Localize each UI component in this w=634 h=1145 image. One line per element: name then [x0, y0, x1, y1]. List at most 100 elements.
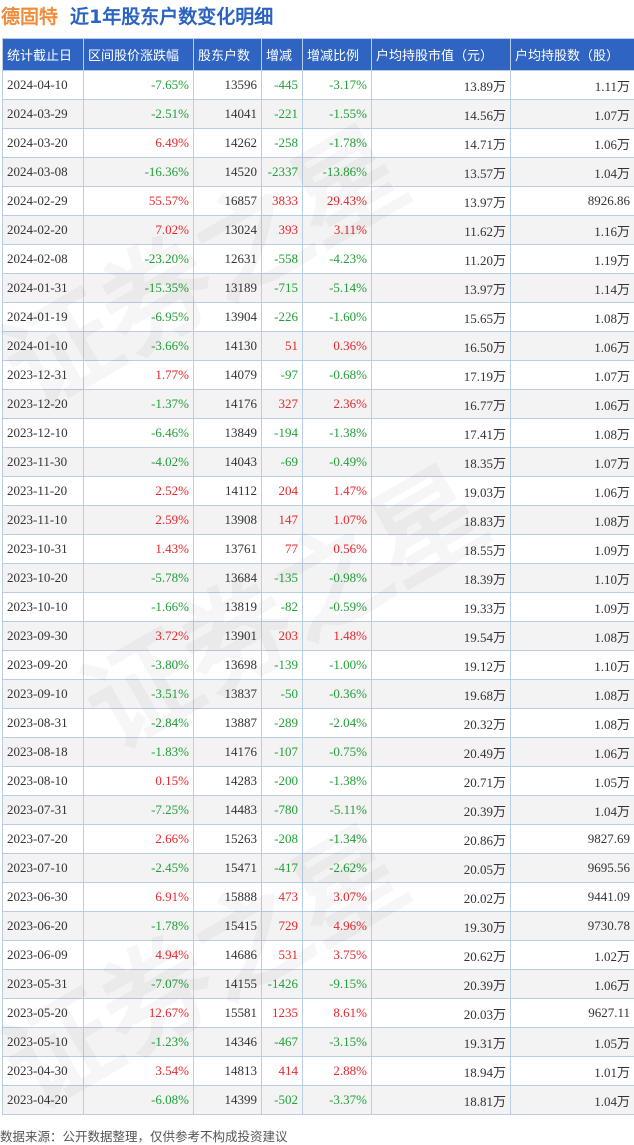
cell-avg-value: 13.97万: [372, 187, 511, 216]
cell-change: -50: [262, 680, 303, 709]
cell-price-change: -1.78%: [84, 912, 194, 941]
cell-avg-shares: 1.05万: [511, 1028, 634, 1057]
cell-holders: 15415: [194, 912, 262, 941]
cell-price-change: -3.66%: [84, 332, 194, 361]
cell-price-change: -6.95%: [84, 303, 194, 332]
cell-change-pct: 3.07%: [303, 883, 372, 912]
cell-avg-shares: 1.19万: [511, 245, 634, 274]
cell-change: -194: [262, 419, 303, 448]
cell-change-pct: 8.61%: [303, 999, 372, 1028]
cell-change-pct: -13.86%: [303, 158, 372, 187]
cell-holders: 15471: [194, 854, 262, 883]
cell-date: 2024-03-20: [3, 129, 84, 158]
cell-avg-value: 13.89万: [372, 71, 511, 100]
cell-change: -69: [262, 448, 303, 477]
cell-date: 2024-03-29: [3, 100, 84, 129]
cell-avg-value: 13.57万: [372, 158, 511, 187]
cell-change-pct: -0.68%: [303, 361, 372, 390]
cell-avg-value: 20.49万: [372, 738, 511, 767]
cell-price-change: 2.52%: [84, 477, 194, 506]
cell-change: -445: [262, 71, 303, 100]
cell-date: 2024-02-20: [3, 216, 84, 245]
cell-price-change: 1.77%: [84, 361, 194, 390]
cell-change-pct: -9.15%: [303, 970, 372, 999]
shareholder-table: 统计截止日 区间股价涨跌幅 股东户数 增减 增减比例 户均持股市值（元） 户均持…: [2, 38, 634, 1115]
cell-change: -226: [262, 303, 303, 332]
cell-avg-shares: 1.04万: [511, 1086, 634, 1115]
cell-change: -502: [262, 1086, 303, 1115]
cell-change-pct: 1.47%: [303, 477, 372, 506]
cell-change: -200: [262, 767, 303, 796]
cell-date: 2023-12-20: [3, 390, 84, 419]
cell-change: -258: [262, 129, 303, 158]
cell-avg-value: 11.62万: [372, 216, 511, 245]
cell-holders: 14283: [194, 767, 262, 796]
cell-change-pct: -0.75%: [303, 738, 372, 767]
cell-change: -97: [262, 361, 303, 390]
cell-avg-value: 19.68万: [372, 680, 511, 709]
cell-date: 2023-04-20: [3, 1086, 84, 1115]
cell-price-change: -2.45%: [84, 854, 194, 883]
cell-date: 2024-01-10: [3, 332, 84, 361]
cell-avg-shares: 1.09万: [511, 535, 634, 564]
data-source-note: 数据来源：公开数据整理，仅供参考不构成投资建议: [0, 1126, 288, 1145]
cell-change: -139: [262, 651, 303, 680]
cell-avg-value: 18.83万: [372, 506, 511, 535]
cell-change-pct: -0.49%: [303, 448, 372, 477]
cell-change: -2337: [262, 158, 303, 187]
cell-change: -417: [262, 854, 303, 883]
cell-avg-shares: 1.10万: [511, 651, 634, 680]
cell-holders: 13761: [194, 535, 262, 564]
cell-avg-shares: 1.06万: [511, 129, 634, 158]
cell-holders: 13684: [194, 564, 262, 593]
cell-holders: 13837: [194, 680, 262, 709]
cell-avg-shares: 1.08万: [511, 709, 634, 738]
cell-date: 2024-01-19: [3, 303, 84, 332]
cell-price-change: -1.83%: [84, 738, 194, 767]
cell-date: 2023-08-18: [3, 738, 84, 767]
cell-change-pct: -1.34%: [303, 825, 372, 854]
cell-avg-shares: 1.04万: [511, 158, 634, 187]
cell-date: 2024-03-08: [3, 158, 84, 187]
col-header-avg-shares: 户均持股数（股）: [511, 39, 634, 71]
cell-avg-shares: 1.06万: [511, 390, 634, 419]
cell-date: 2023-12-10: [3, 419, 84, 448]
cell-holders: 13904: [194, 303, 262, 332]
cell-date: 2023-11-30: [3, 448, 84, 477]
col-header-avg-value: 户均持股市值（元）: [372, 39, 511, 71]
cell-change-pct: -1.60%: [303, 303, 372, 332]
cell-avg-value: 17.19万: [372, 361, 511, 390]
cell-avg-value: 20.03万: [372, 999, 511, 1028]
cell-avg-value: 18.94万: [372, 1057, 511, 1086]
cell-change: 729: [262, 912, 303, 941]
cell-change-pct: -2.04%: [303, 709, 372, 738]
cell-change-pct: -0.98%: [303, 564, 372, 593]
cell-avg-shares: 1.02万: [511, 941, 634, 970]
cell-date: 2023-08-31: [3, 709, 84, 738]
cell-change: 3833: [262, 187, 303, 216]
cell-avg-value: 19.03万: [372, 477, 511, 506]
cell-price-change: 1.43%: [84, 535, 194, 564]
cell-date: 2023-04-30: [3, 1057, 84, 1086]
cell-avg-shares: 1.01万: [511, 1057, 634, 1086]
cell-avg-shares: 1.06万: [511, 738, 634, 767]
cell-date: 2023-10-10: [3, 593, 84, 622]
cell-change: -82: [262, 593, 303, 622]
cell-holders: 14813: [194, 1057, 262, 1086]
cell-date: 2023-07-20: [3, 825, 84, 854]
cell-holders: 13698: [194, 651, 262, 680]
cell-price-change: -3.51%: [84, 680, 194, 709]
col-header-holders: 股东户数: [194, 39, 262, 71]
cell-avg-value: 16.77万: [372, 390, 511, 419]
cell-change: 51: [262, 332, 303, 361]
cell-avg-shares: 1.09万: [511, 593, 634, 622]
stock-name: 德固特: [1, 2, 58, 29]
cell-avg-shares: 9730.78: [511, 912, 634, 941]
